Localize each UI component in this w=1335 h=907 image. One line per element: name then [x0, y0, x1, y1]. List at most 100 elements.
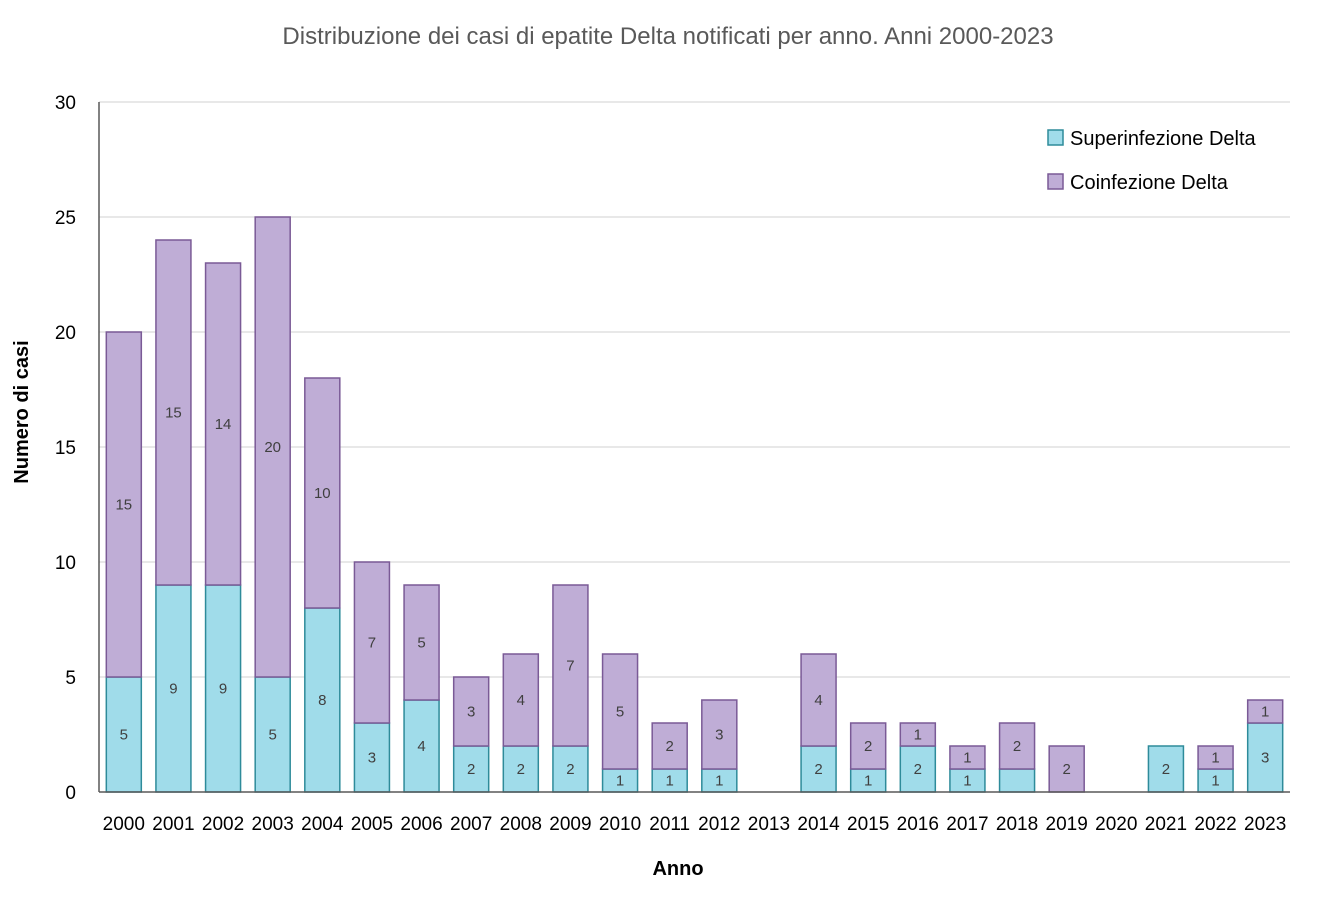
data-label: 5: [417, 635, 425, 652]
x-tick-label: 2001: [152, 814, 194, 835]
y-tick-label: 5: [65, 668, 76, 689]
data-label: 9: [169, 681, 177, 698]
legend-swatch: [1047, 173, 1064, 190]
bar-segment: [849, 722, 887, 770]
bar-segment: [601, 653, 639, 770]
data-label: 5: [269, 727, 277, 744]
data-label: 2: [1063, 761, 1071, 778]
data-label: 2: [467, 761, 475, 778]
x-axis-title: Anno: [652, 858, 703, 880]
data-label: 1: [963, 773, 971, 790]
data-label: 1: [1211, 750, 1219, 767]
x-tick-label: 2020: [1095, 814, 1137, 835]
data-label: 3: [1261, 750, 1269, 767]
data-label: 2: [864, 738, 872, 755]
data-label: 15: [165, 405, 182, 422]
data-label: 10: [314, 485, 331, 502]
data-label: 1: [1211, 773, 1219, 790]
x-tick-label: 2013: [748, 814, 790, 835]
x-tick-label: 2017: [946, 814, 988, 835]
data-label: 1: [1261, 704, 1269, 721]
x-tick-label: 2006: [400, 814, 442, 835]
x-tick-label: 2012: [698, 814, 740, 835]
y-tick-label: 20: [55, 323, 76, 344]
y-tick-label: 15: [55, 438, 76, 459]
bar-segment: [701, 699, 738, 770]
axes-group: [98, 102, 1290, 793]
x-tick-label: 2011: [649, 814, 690, 835]
x-tick-label: 2007: [450, 814, 492, 835]
bar-segment: [452, 745, 490, 793]
data-label: 5: [120, 727, 128, 744]
data-label: 2: [1162, 761, 1170, 778]
bar-segment: [155, 239, 192, 586]
bar-segment: [651, 722, 688, 770]
bar-segment: [1246, 699, 1284, 724]
legend-label: Coinfezione Delta: [1070, 172, 1229, 194]
x-tick-label: 2009: [549, 814, 591, 835]
data-label: 2: [1013, 738, 1021, 755]
legend-swatch: [1047, 129, 1064, 146]
x-tick-label: 2015: [847, 814, 889, 835]
data-label: 3: [467, 704, 475, 721]
data-label: 2: [517, 761, 525, 778]
bar-segment: [502, 653, 540, 747]
data-label: 15: [115, 497, 132, 514]
data-label: 14: [215, 416, 232, 433]
x-tick-label: 2003: [252, 814, 294, 835]
bar-segment: [353, 561, 391, 724]
bar-segment: [899, 722, 937, 747]
x-tick-label: 2016: [897, 814, 939, 835]
bar-segment: [1246, 722, 1284, 793]
bar-segment: [949, 745, 986, 770]
x-tick-label: 2005: [351, 814, 393, 835]
y-tick-labels: 0 5 10 15 20 25 30: [55, 93, 76, 804]
bars-group: 5159159145208103745232427151213241221112…: [105, 216, 1284, 793]
data-label: 7: [566, 658, 574, 675]
bar-segment: [1147, 745, 1185, 793]
x-tick-label: 2008: [500, 814, 542, 835]
data-label: 2: [914, 761, 922, 778]
legend: Superinfezione Delta Coinfezione Delta: [1047, 128, 1257, 194]
gridlines: [99, 101, 1290, 678]
data-label: 1: [914, 727, 922, 744]
data-label: 2: [666, 738, 674, 755]
data-label: 3: [715, 727, 723, 744]
bar-segment: [800, 653, 837, 747]
bar-segment: [105, 331, 143, 678]
x-tick-label: 2019: [1046, 814, 1088, 835]
x-tick-label: 2022: [1194, 814, 1236, 835]
data-label: 2: [814, 761, 822, 778]
data-label: 9: [219, 681, 227, 698]
chart-title: Distribuzione dei casi di epatite Delta …: [282, 23, 1053, 50]
x-tick-label: 2002: [202, 814, 244, 835]
data-label: 1: [616, 773, 624, 790]
bar-segment: [403, 699, 440, 793]
bar-segment: [204, 262, 242, 586]
data-label: 5: [616, 704, 624, 721]
x-tick-label: 2023: [1244, 814, 1286, 835]
x-tick-labels: 2000 2001 2002 2003 2004 2005 2006 2007 2008 2009…: [103, 814, 1287, 835]
y-tick-label: 25: [55, 208, 76, 229]
bar-segment: [552, 584, 589, 747]
bar-segment: [304, 377, 341, 609]
data-label: 4: [417, 738, 425, 755]
legend-label: Superinfezione Delta: [1070, 128, 1257, 150]
bar-segment: [998, 722, 1036, 770]
bar-segment: [452, 676, 490, 747]
y-tick-label: 30: [55, 93, 76, 114]
x-tick-label: 2018: [996, 814, 1038, 835]
data-label: 1: [963, 750, 971, 767]
data-label: 20: [264, 439, 281, 456]
data-label: 1: [864, 773, 872, 790]
bar-segment: [155, 584, 192, 793]
x-tick-label: 2014: [797, 814, 840, 835]
x-tick-label: 2000: [103, 814, 145, 835]
data-label: 2: [566, 761, 574, 778]
y-axis-title: Numero di casi: [11, 340, 33, 483]
bar-segment: [998, 768, 1036, 793]
x-tick-label: 2004: [301, 814, 344, 835]
bar-segment: [204, 584, 242, 793]
data-label: 1: [715, 773, 723, 790]
